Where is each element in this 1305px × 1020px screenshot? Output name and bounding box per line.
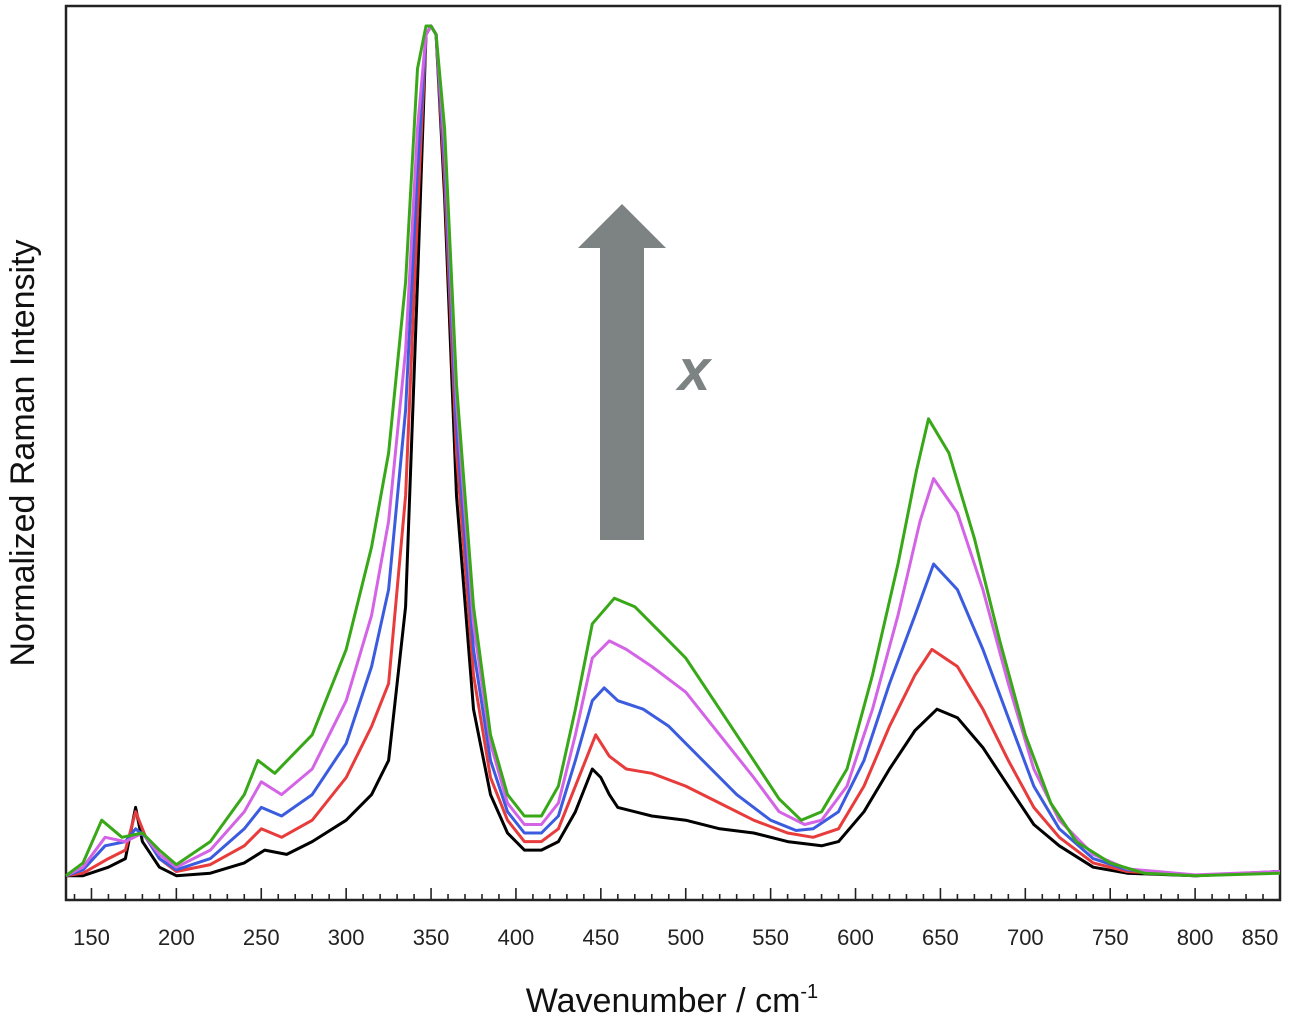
x-axis-ticks [73,888,1281,900]
x-tick-label: 600 [837,925,874,950]
series-line-2 [65,24,1281,878]
x-tick-label: 550 [752,925,789,950]
x-tick-label: 350 [413,925,450,950]
x-tick-label: 500 [667,925,704,950]
series-line-3 [65,24,1281,878]
x-tick-label: 300 [328,925,365,950]
x-tick-label: 800 [1177,925,1214,950]
series-line-1 [66,24,1281,878]
arrow-shaft [600,246,644,540]
y-axis-title: Normalized Raman Intensity [4,239,42,666]
series-line-4 [65,24,1281,878]
x-tick-label: 750 [1092,925,1129,950]
increase-arrow [578,204,666,540]
arrow-annotation-label: x [675,338,713,403]
x-tick-label: 150 [73,925,110,950]
plot-frame [64,4,1282,902]
x-tick-label: 400 [498,925,535,950]
arrow-head [578,204,666,248]
x-tick-label: 700 [1007,925,1044,950]
x-tick-label: 250 [243,925,280,950]
x-tick-label: 850 [1242,925,1279,950]
x-axis-title-superscript: -1 [800,981,818,1003]
series-line-5 [65,24,1281,878]
x-axis-title-main: Wavenumber / cm [526,982,801,1020]
series-lines [65,24,1281,878]
x-tick-label: 200 [158,925,195,950]
x-tick-label: 450 [582,925,619,950]
x-axis-title: Wavenumber / cm-1 [526,981,818,1020]
x-tick-label: 650 [922,925,959,950]
x-axis-tick-labels: 150 200 250 300 350 400 450 500 550 600 650 700 750 8… [73,925,1278,950]
